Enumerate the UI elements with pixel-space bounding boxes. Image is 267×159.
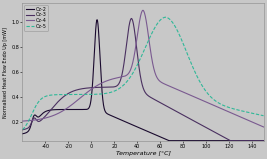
Cz-3: [257, 140, 261, 142]
Cz-5: [231, 108, 234, 110]
X-axis label: Temperature [°C]: Temperature [°C]: [116, 151, 171, 156]
Cz-4: [257, 124, 261, 126]
Line: Cz-4: Cz-4: [22, 10, 264, 127]
Line: Cz-2: Cz-2: [22, 20, 264, 141]
Cz-3: [262, 140, 265, 142]
Cz-2: [96, 19, 99, 21]
Line: Cz-5: Cz-5: [22, 17, 264, 130]
Cz-3: [124, 52, 127, 54]
Y-axis label: Normalised Heat Flow Endo Up [mW]: Normalised Heat Flow Endo Up [mW]: [3, 27, 9, 118]
Cz-5: [21, 129, 24, 131]
Cz-5: [63, 94, 66, 96]
Cz-4: [141, 9, 144, 11]
Cz-3: [229, 140, 232, 142]
Cz-4: [63, 109, 66, 111]
Cz-4: [231, 113, 234, 115]
Cz-2: [21, 133, 24, 135]
Cz-3: [48, 110, 52, 112]
Line: Cz-3: Cz-3: [22, 18, 264, 141]
Cz-2: [231, 140, 235, 142]
Cz-2: [124, 121, 127, 123]
Cz-5: [124, 82, 127, 84]
Cz-2: [257, 140, 261, 142]
Cz-3: [63, 95, 66, 97]
Cz-5: [164, 16, 168, 18]
Cz-2: [63, 109, 66, 111]
Cz-5: [257, 114, 261, 116]
Cz-3: [21, 129, 24, 131]
Cz-4: [21, 120, 24, 122]
Cz-2: [262, 140, 265, 142]
Cz-3: [113, 86, 116, 88]
Cz-4: [124, 75, 127, 77]
Cz-3: [130, 17, 133, 19]
Cz-2: [48, 109, 52, 111]
Cz-5: [48, 94, 52, 96]
Legend: Cz-2, Cz-3, Cz-4, Cz-5: Cz-2, Cz-3, Cz-4, Cz-5: [24, 5, 48, 31]
Cz-2: [113, 116, 117, 118]
Cz-5: [113, 90, 116, 92]
Cz-5: [262, 115, 265, 117]
Cz-4: [113, 77, 116, 79]
Cz-4: [262, 126, 265, 128]
Cz-3: [231, 140, 235, 142]
Cz-2: [167, 140, 170, 142]
Cz-4: [48, 116, 52, 118]
